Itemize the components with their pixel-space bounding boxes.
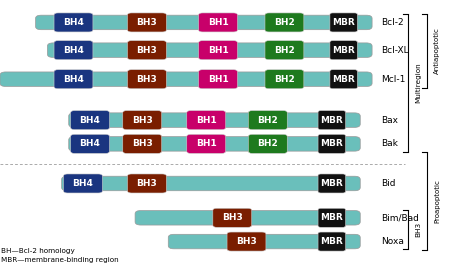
Text: BH4: BH4: [63, 75, 84, 84]
Text: BH3: BH3: [137, 18, 157, 27]
Text: BH4: BH4: [73, 179, 93, 188]
FancyBboxPatch shape: [135, 211, 360, 225]
FancyBboxPatch shape: [187, 134, 226, 153]
Text: BH1: BH1: [208, 18, 228, 27]
FancyBboxPatch shape: [54, 70, 93, 89]
Text: BH1: BH1: [196, 139, 217, 148]
FancyBboxPatch shape: [187, 111, 226, 130]
FancyBboxPatch shape: [123, 111, 162, 130]
FancyBboxPatch shape: [128, 174, 166, 193]
FancyBboxPatch shape: [265, 13, 304, 32]
FancyBboxPatch shape: [71, 111, 109, 130]
FancyBboxPatch shape: [265, 41, 304, 60]
Text: Noxa: Noxa: [382, 237, 404, 246]
Text: MBR: MBR: [320, 179, 343, 188]
Text: BH3: BH3: [137, 179, 157, 188]
FancyBboxPatch shape: [123, 134, 162, 153]
Text: Bcl-2: Bcl-2: [382, 18, 404, 27]
FancyBboxPatch shape: [54, 41, 93, 60]
Text: BH3: BH3: [415, 222, 421, 237]
FancyBboxPatch shape: [213, 208, 252, 227]
Text: BH2: BH2: [257, 116, 278, 125]
FancyBboxPatch shape: [199, 13, 237, 32]
FancyBboxPatch shape: [128, 13, 166, 32]
FancyBboxPatch shape: [318, 232, 346, 251]
Text: MBR: MBR: [332, 75, 355, 84]
Text: BH3: BH3: [132, 116, 153, 125]
Text: MBR: MBR: [320, 139, 343, 148]
Text: MBR: MBR: [320, 116, 343, 125]
FancyBboxPatch shape: [62, 176, 360, 191]
Text: Proapoptotic: Proapoptotic: [434, 179, 440, 223]
FancyBboxPatch shape: [64, 174, 102, 193]
FancyBboxPatch shape: [265, 70, 304, 89]
Text: BH3: BH3: [132, 139, 153, 148]
Text: Bim/Bad: Bim/Bad: [382, 213, 419, 222]
FancyBboxPatch shape: [54, 13, 93, 32]
Text: BH4: BH4: [63, 46, 84, 55]
Text: MBR: MBR: [332, 18, 355, 27]
FancyBboxPatch shape: [199, 70, 237, 89]
FancyBboxPatch shape: [47, 43, 372, 57]
Text: BH4: BH4: [63, 18, 84, 27]
Text: Multiregion: Multiregion: [415, 63, 421, 103]
FancyBboxPatch shape: [128, 70, 166, 89]
Text: BH1: BH1: [196, 116, 217, 125]
FancyBboxPatch shape: [69, 137, 360, 151]
Text: BH2: BH2: [274, 18, 295, 27]
FancyBboxPatch shape: [168, 234, 360, 249]
Text: MBR: MBR: [332, 46, 355, 55]
Text: Bak: Bak: [382, 139, 399, 148]
Text: BH3: BH3: [222, 213, 243, 222]
FancyBboxPatch shape: [36, 15, 372, 30]
FancyBboxPatch shape: [128, 41, 166, 60]
Text: BH4: BH4: [80, 116, 100, 125]
FancyBboxPatch shape: [318, 134, 346, 153]
Text: BH2: BH2: [274, 46, 295, 55]
Text: BH3: BH3: [236, 237, 257, 246]
FancyBboxPatch shape: [227, 232, 266, 251]
FancyBboxPatch shape: [330, 41, 357, 60]
Text: MBR: MBR: [320, 237, 343, 246]
Text: BH1: BH1: [208, 46, 228, 55]
Text: BH—Bcl-2 homology
MBR—membrane-binding region: BH—Bcl-2 homology MBR—membrane-binding r…: [1, 248, 118, 263]
Text: BH3: BH3: [137, 75, 157, 84]
FancyBboxPatch shape: [330, 13, 357, 32]
FancyBboxPatch shape: [69, 113, 360, 127]
FancyBboxPatch shape: [248, 111, 287, 130]
Text: Bcl-XL: Bcl-XL: [382, 46, 409, 55]
Text: BH2: BH2: [274, 75, 295, 84]
FancyBboxPatch shape: [318, 174, 346, 193]
FancyBboxPatch shape: [0, 72, 372, 87]
Text: Mcl-1: Mcl-1: [382, 75, 406, 84]
FancyBboxPatch shape: [330, 70, 357, 89]
Text: Bax: Bax: [382, 116, 399, 125]
FancyBboxPatch shape: [199, 41, 237, 60]
Text: Bid: Bid: [382, 179, 396, 188]
Text: MBR: MBR: [320, 213, 343, 222]
FancyBboxPatch shape: [248, 134, 287, 153]
FancyBboxPatch shape: [318, 208, 346, 227]
Text: BH1: BH1: [208, 75, 228, 84]
Text: BH2: BH2: [257, 139, 278, 148]
Text: Antiapoptotic: Antiapoptotic: [434, 27, 440, 74]
FancyBboxPatch shape: [318, 111, 346, 130]
Text: BH3: BH3: [137, 46, 157, 55]
FancyBboxPatch shape: [71, 134, 109, 153]
Text: BH4: BH4: [80, 139, 100, 148]
